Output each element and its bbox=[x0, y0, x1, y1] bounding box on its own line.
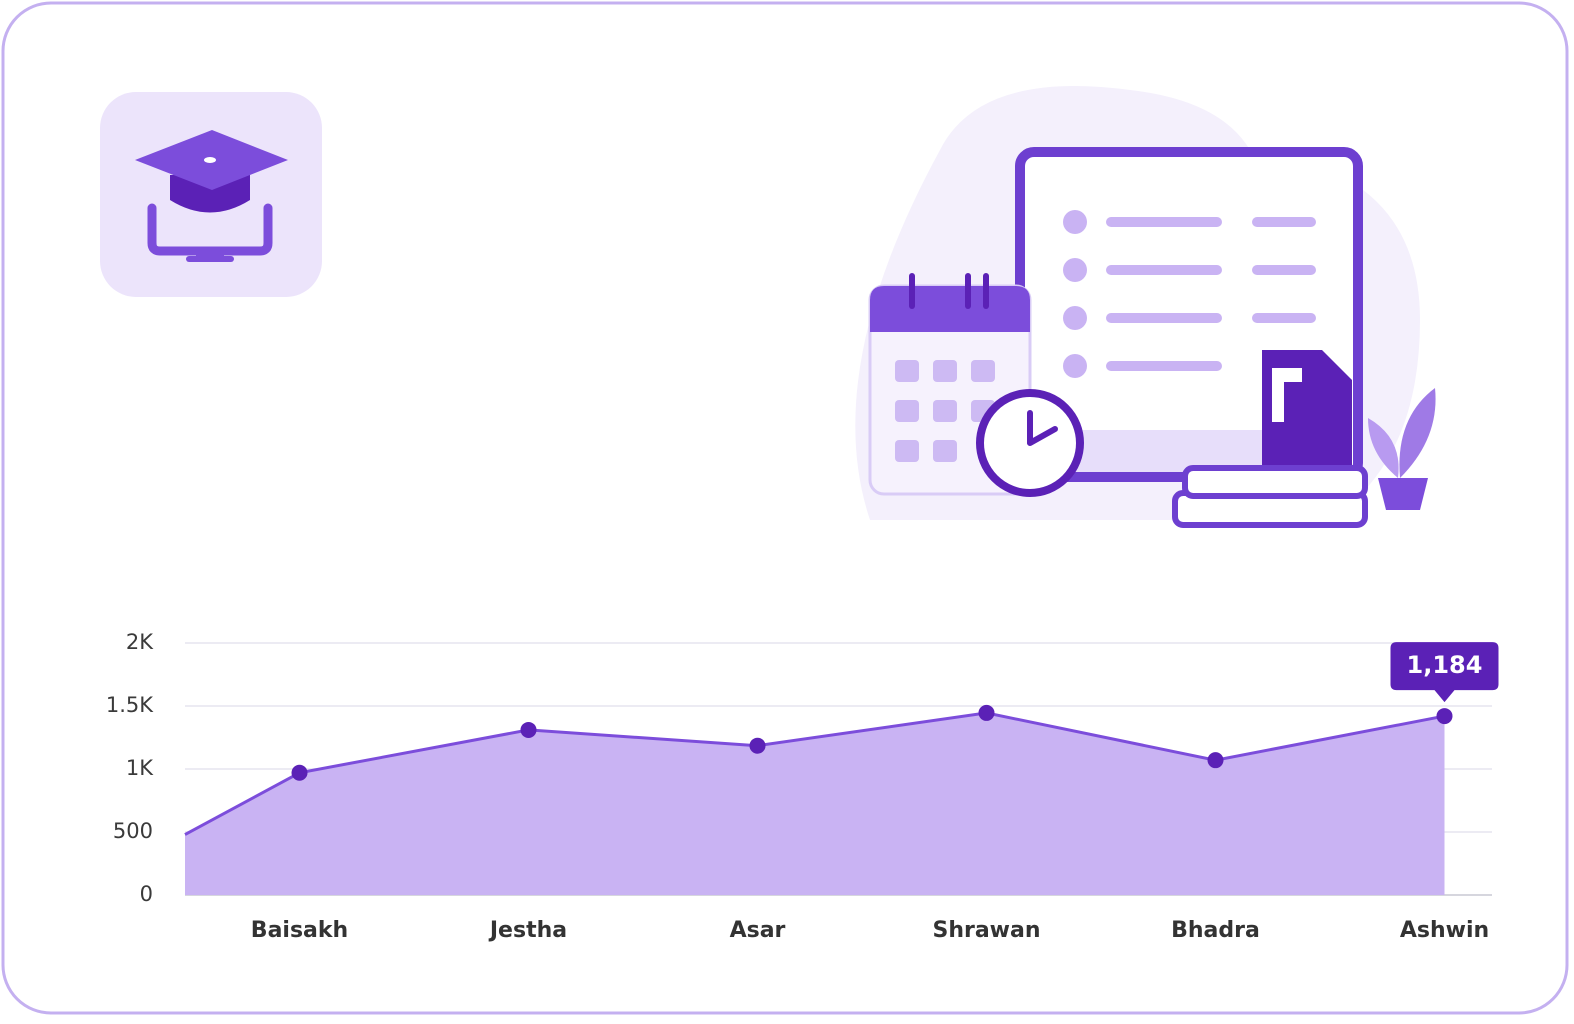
y-tick-label: 1K bbox=[126, 756, 154, 780]
point bbox=[749, 737, 766, 754]
illustration bbox=[855, 86, 1436, 528]
tooltip bbox=[1390, 642, 1499, 703]
x-tick-label: Jestha bbox=[488, 918, 567, 943]
point bbox=[291, 764, 308, 781]
y-tick-label: 0 bbox=[140, 882, 153, 906]
x-tick-label: Baisakh bbox=[251, 918, 348, 943]
y-tick-label: 1.5K bbox=[106, 693, 154, 717]
point bbox=[978, 704, 995, 721]
area bbox=[185, 712, 1445, 895]
x-tick-label: Ashwin bbox=[1400, 918, 1489, 943]
y-tick-label: 2K bbox=[126, 630, 154, 654]
point bbox=[1207, 752, 1224, 769]
point bbox=[1436, 708, 1453, 725]
logo bbox=[100, 92, 322, 297]
x-tick-label: Bhadra bbox=[1171, 918, 1260, 943]
x-tick-label: Shrawan bbox=[932, 918, 1040, 943]
y-tick-label: 500 bbox=[113, 819, 153, 843]
plot: 0 500 1K 1.5K 2K 1,184 Baisakh Jestha Asar Shrawa… bbox=[106, 630, 1499, 943]
x-tick-label: Asar bbox=[730, 918, 786, 943]
point bbox=[520, 721, 537, 738]
annotation: 1,184 bbox=[1407, 651, 1483, 679]
